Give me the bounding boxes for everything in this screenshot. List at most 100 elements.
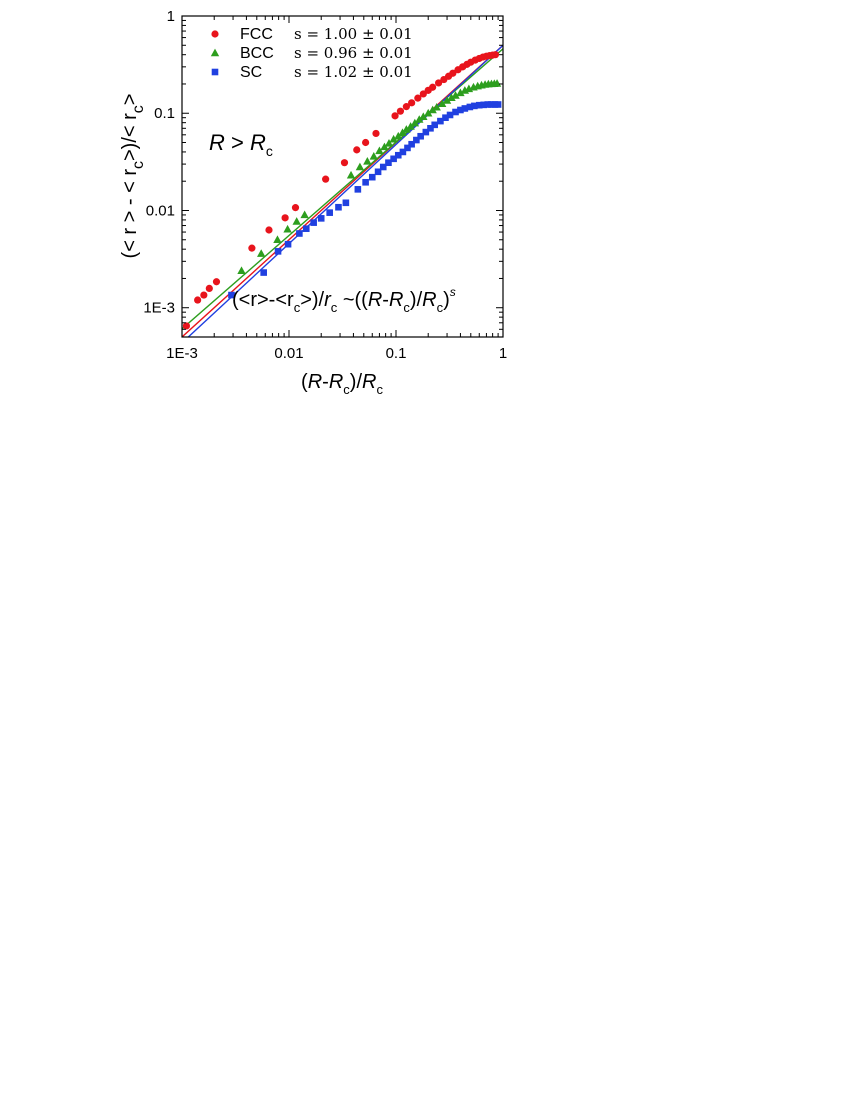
data-point-bcc <box>432 102 441 111</box>
data-point-bcc <box>389 134 398 143</box>
data-point-sc <box>488 101 495 108</box>
data-point-sc <box>422 128 430 136</box>
data-point-fcc <box>434 79 443 87</box>
data-point-sc <box>385 159 392 167</box>
data-point-sc <box>484 101 492 108</box>
data-point-bcc <box>380 142 389 151</box>
data-point-bcc <box>406 122 415 130</box>
plot-frame <box>181 15 504 338</box>
data-point-fcc <box>414 94 422 102</box>
data-point-fcc <box>353 146 361 154</box>
data-point-bcc <box>273 235 282 243</box>
legend-marker-bcc <box>210 48 220 57</box>
data-point-fcc <box>265 226 273 234</box>
data-point-bcc <box>442 96 452 104</box>
data-point-sc <box>326 209 333 216</box>
data-point-bcc <box>415 115 424 123</box>
data-point-sc <box>408 140 415 148</box>
data-point-sc <box>417 132 424 140</box>
data-point-bcc <box>346 170 356 179</box>
data-point-bcc <box>369 151 378 160</box>
x-tick-labels: 1E-3 0.01 0.1 1 <box>166 345 507 362</box>
y-tick-labels: 1E-3 0.01 0.1 1 <box>143 8 175 317</box>
x-tick-label: 0.1 <box>386 345 407 362</box>
x-tick-label: 1E-3 <box>166 345 198 362</box>
scaling-formula: (<r>-<rc>)/rc ~((R-Rc)/Rc)s <box>232 285 456 315</box>
data-point-sc <box>317 215 325 222</box>
data-point-bcc <box>237 266 246 274</box>
data-point-fcc <box>429 83 437 91</box>
data-point-sc <box>466 103 474 111</box>
data-point-sc <box>394 151 402 159</box>
data-point-sc <box>296 230 303 237</box>
data-point-fcc <box>205 284 213 293</box>
data-point-bcc <box>419 112 428 120</box>
data-point-fcc <box>291 204 300 212</box>
data-point-bcc <box>384 138 394 147</box>
legend: FCC s = 1.00 ± 0.01 BCC s = 0.96 ± 0.01 SC s … <box>210 25 413 81</box>
data-point-bcc <box>451 91 460 99</box>
data-point-sc <box>446 111 454 119</box>
data-point-sc <box>461 105 469 112</box>
legend-slope-bcc: s = 0.96 ± 0.01 <box>294 44 413 62</box>
data-point-sc <box>404 144 411 152</box>
data-point-sc <box>457 106 464 114</box>
regime-annotation: R > Rc <box>209 130 273 159</box>
data-point-sc <box>310 219 317 226</box>
data-point-fcc <box>200 291 208 299</box>
data-point-sc <box>284 240 292 248</box>
data-markers <box>182 51 502 330</box>
data-point-sc <box>390 155 397 163</box>
legend-marker-sc <box>211 68 219 76</box>
data-point-sc <box>374 168 382 176</box>
data-point-fcc <box>322 175 330 183</box>
legend-marker-fcc <box>211 30 219 38</box>
x-tick-label: 0.01 <box>274 345 303 362</box>
data-point-bcc <box>394 131 403 140</box>
data-point-fcc <box>182 322 191 330</box>
data-point-sc <box>362 178 369 186</box>
data-point-sc <box>228 291 235 299</box>
data-point-sc <box>342 199 350 207</box>
data-point-bcc <box>363 156 372 165</box>
fit-lines <box>182 44 503 337</box>
data-point-sc <box>452 108 459 116</box>
data-point-bcc <box>437 99 447 108</box>
data-point-sc <box>335 203 342 211</box>
legend-label-sc: SC <box>240 64 262 81</box>
data-point-bcc <box>447 93 456 102</box>
data-point-fcc <box>491 51 500 59</box>
data-point-bcc <box>257 249 266 257</box>
data-point-fcc <box>402 103 410 111</box>
data-point-sc <box>437 117 444 125</box>
data-point-sc <box>274 248 282 255</box>
data-point-sc <box>354 186 362 193</box>
legend-label-fcc: FCC <box>240 26 273 43</box>
data-point-sc <box>302 225 310 232</box>
data-point-bcc <box>424 108 433 117</box>
data-point-bcc <box>456 88 465 97</box>
data-point-bcc <box>283 224 292 233</box>
y-tick-label: 0.1 <box>154 105 175 122</box>
data-point-fcc <box>340 159 349 167</box>
data-point-fcc <box>449 69 457 77</box>
data-point-sc <box>494 101 502 108</box>
data-point-sc <box>399 148 407 156</box>
data-point-fcc <box>396 107 405 115</box>
data-point-sc <box>431 121 439 129</box>
data-point-fcc <box>372 129 380 138</box>
data-point-bcc <box>292 217 301 225</box>
data-point-bcc <box>375 146 384 155</box>
data-point-fcc <box>362 138 370 147</box>
data-point-sc <box>427 125 434 132</box>
data-point-sc <box>368 173 376 181</box>
data-point-fcc <box>212 278 221 286</box>
data-point-fcc <box>281 214 289 222</box>
data-point-bcc <box>428 105 437 114</box>
data-point-bcc <box>492 79 502 87</box>
legend-slope-fcc: s = 1.00 ± 0.01 <box>294 25 413 43</box>
data-point-bcc <box>410 118 420 127</box>
x-tick-label: 1 <box>499 345 507 362</box>
y-tick-label: 1E-3 <box>143 300 175 317</box>
axis-ticks <box>181 15 504 338</box>
